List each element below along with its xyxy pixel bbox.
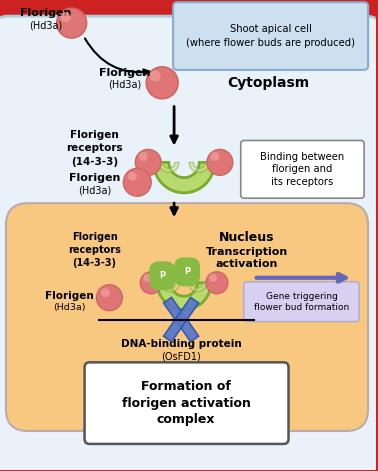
Text: (Hd3a): (Hd3a) [78, 185, 111, 195]
Circle shape [140, 272, 162, 294]
Circle shape [211, 152, 219, 161]
Circle shape [123, 168, 151, 196]
Circle shape [143, 274, 151, 282]
FancyBboxPatch shape [241, 140, 364, 198]
Text: Gene triggering
flower bud formation: Gene triggering flower bud formation [254, 292, 349, 312]
Text: (Hd3a): (Hd3a) [108, 80, 141, 90]
Text: P: P [184, 268, 190, 276]
Text: Florigen
receptors
(14-3-3): Florigen receptors (14-3-3) [68, 232, 121, 268]
Circle shape [61, 12, 71, 22]
Circle shape [209, 274, 217, 282]
FancyBboxPatch shape [0, 16, 378, 471]
FancyBboxPatch shape [173, 2, 368, 70]
Text: Transcription
activation: Transcription activation [206, 247, 288, 269]
Text: (OsFD1): (OsFD1) [161, 351, 201, 361]
Polygon shape [189, 283, 206, 292]
Circle shape [96, 285, 122, 310]
Polygon shape [162, 283, 180, 292]
Text: Formation of
florigen activation
complex: Formation of florigen activation complex [122, 380, 251, 426]
Circle shape [206, 272, 228, 294]
FancyBboxPatch shape [244, 282, 359, 322]
Polygon shape [189, 162, 209, 172]
Polygon shape [164, 297, 199, 342]
Text: (Hd3a): (Hd3a) [29, 20, 62, 30]
FancyBboxPatch shape [6, 203, 368, 431]
Text: DNA-binding protein: DNA-binding protein [121, 340, 242, 349]
Polygon shape [157, 283, 211, 309]
Circle shape [146, 67, 178, 99]
Text: Florigen
receptors
(14-3-3): Florigen receptors (14-3-3) [66, 130, 123, 167]
Text: P: P [159, 271, 165, 280]
Text: Florigen: Florigen [45, 291, 94, 300]
Circle shape [135, 149, 161, 175]
Circle shape [57, 8, 87, 38]
Circle shape [139, 152, 148, 161]
Text: Shoot apical cell
(where flower buds are produced): Shoot apical cell (where flower buds are… [186, 24, 355, 48]
Circle shape [207, 149, 233, 175]
Polygon shape [153, 162, 214, 193]
Text: Nucleus: Nucleus [219, 231, 274, 244]
Circle shape [128, 172, 137, 181]
Circle shape [150, 70, 161, 81]
Text: Florigen: Florigen [20, 8, 71, 18]
Polygon shape [164, 297, 199, 342]
Text: Binding between
florigen and
its receptors: Binding between florigen and its recepto… [260, 152, 345, 187]
Text: Cytoplasm: Cytoplasm [228, 76, 310, 90]
Text: (Hd3a): (Hd3a) [53, 303, 86, 312]
Text: Florigen: Florigen [69, 173, 120, 183]
FancyBboxPatch shape [85, 362, 288, 444]
Circle shape [101, 288, 110, 297]
Polygon shape [159, 162, 179, 172]
Text: Florigen: Florigen [99, 68, 150, 78]
